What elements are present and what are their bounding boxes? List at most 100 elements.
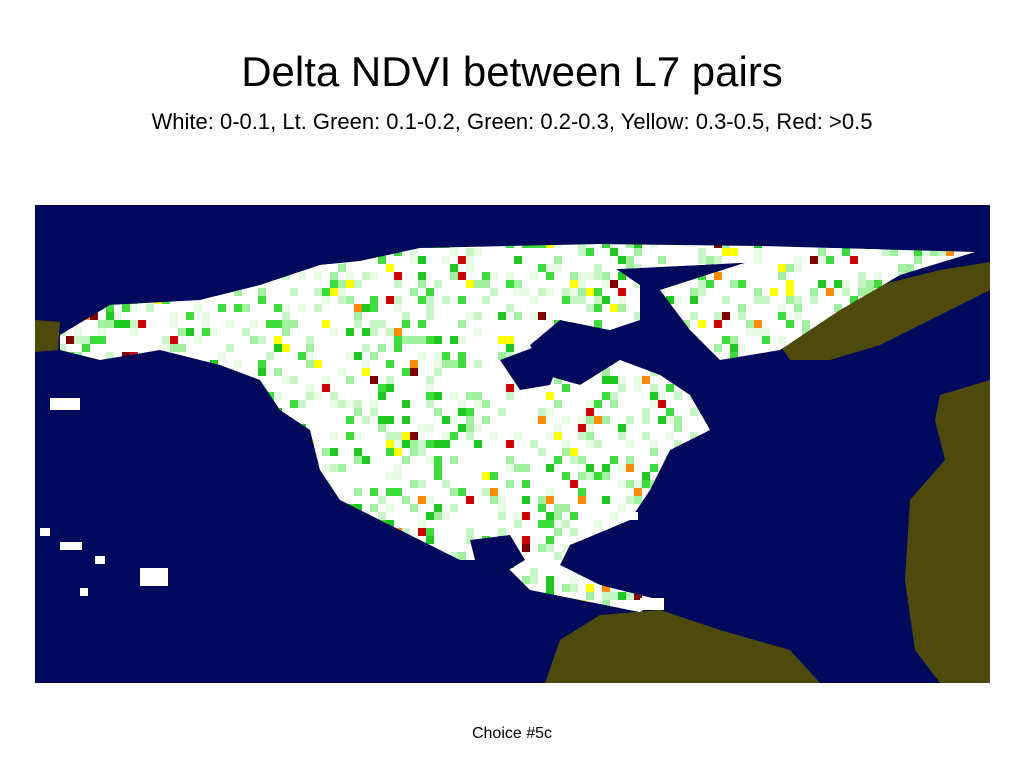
map-cell xyxy=(434,480,442,489)
map-cell xyxy=(618,448,626,457)
map-cell xyxy=(290,376,298,384)
map-cell xyxy=(474,416,482,425)
map-cell xyxy=(394,344,402,355)
map-cell xyxy=(690,280,698,292)
map-cell xyxy=(666,244,674,249)
map-cell xyxy=(602,288,610,297)
map-cell xyxy=(754,248,762,256)
map-cell xyxy=(602,456,610,468)
map-cell xyxy=(546,256,554,264)
map-cell xyxy=(426,416,434,427)
map-cell xyxy=(522,440,530,452)
map-cell xyxy=(530,248,538,261)
map-cell xyxy=(370,304,378,316)
map-cell xyxy=(210,312,218,325)
map-cell xyxy=(386,448,394,456)
map-cell xyxy=(386,264,394,273)
map-cell xyxy=(842,264,850,276)
map-cell xyxy=(498,488,506,496)
map-cell xyxy=(522,560,530,572)
map-cell xyxy=(426,368,434,381)
map-cell xyxy=(842,248,850,258)
map-cell xyxy=(330,352,338,364)
map-cell xyxy=(514,512,522,521)
map-cell xyxy=(306,360,314,371)
map-cell xyxy=(378,416,386,424)
map-cell xyxy=(786,288,794,299)
map-cell xyxy=(818,264,826,274)
map-cell xyxy=(330,280,338,290)
map-cell xyxy=(650,408,658,417)
map-cell xyxy=(298,288,306,296)
map-cell xyxy=(602,448,610,460)
map-cell xyxy=(354,360,362,370)
map-cell xyxy=(482,408,490,419)
map-cell xyxy=(650,248,658,257)
map-cell xyxy=(642,416,650,429)
map-cell xyxy=(482,344,490,352)
map-cell xyxy=(706,424,714,436)
map-cell xyxy=(146,336,154,344)
map-cell xyxy=(394,296,402,309)
map-cell xyxy=(458,344,466,357)
map-cell xyxy=(434,256,442,268)
map-cell xyxy=(594,384,602,397)
map-cell xyxy=(634,408,642,418)
map-cell xyxy=(570,448,578,457)
map-cell xyxy=(546,288,554,297)
map-cell xyxy=(514,304,522,317)
map-cell xyxy=(410,416,418,426)
map-cell xyxy=(338,376,346,384)
map-cell xyxy=(378,496,386,509)
map-cell xyxy=(266,384,274,392)
map-cell xyxy=(466,296,474,304)
map-cell xyxy=(490,376,498,384)
map-cell xyxy=(514,536,522,544)
map-cell xyxy=(274,360,282,372)
map-cell xyxy=(314,456,322,468)
map-cell xyxy=(482,296,490,307)
map-cell xyxy=(610,368,618,377)
map-cell xyxy=(618,408,626,416)
map-cell xyxy=(386,456,394,467)
map-cell xyxy=(746,344,754,353)
map-cell xyxy=(402,280,410,292)
map-cell xyxy=(754,296,762,305)
map-cell xyxy=(610,384,618,395)
map-cell xyxy=(722,280,730,288)
map-cell xyxy=(442,536,450,547)
map-cell xyxy=(490,392,498,403)
map-cell xyxy=(842,288,850,301)
map-cell xyxy=(906,248,914,258)
map-cell xyxy=(410,456,418,468)
map-cell xyxy=(402,496,410,508)
map-cell xyxy=(642,408,650,421)
map-cell xyxy=(482,272,490,282)
map-cell xyxy=(442,512,450,520)
map-cell xyxy=(60,344,66,357)
map-cell xyxy=(874,272,882,282)
map-cell xyxy=(810,296,818,309)
map-cell xyxy=(178,312,186,320)
map-cell xyxy=(482,424,490,433)
map-cell xyxy=(778,272,786,284)
map-cell xyxy=(474,304,482,312)
map-cell xyxy=(434,528,442,541)
map-cell xyxy=(450,368,458,377)
map-cell xyxy=(474,296,482,307)
map-cell xyxy=(506,280,514,292)
map-cell xyxy=(426,360,434,370)
map-cell xyxy=(306,328,314,341)
map-cell xyxy=(554,472,562,484)
map-cell xyxy=(610,512,618,521)
map-cell xyxy=(442,304,450,313)
map-cell xyxy=(690,256,698,268)
map-cell xyxy=(306,304,314,313)
map-cell xyxy=(394,360,402,370)
map-cell xyxy=(290,360,298,372)
map-cell xyxy=(322,392,330,400)
map-cell xyxy=(602,272,610,284)
map-cell xyxy=(314,280,322,292)
map-cell xyxy=(498,520,506,531)
map-cell xyxy=(386,472,394,481)
